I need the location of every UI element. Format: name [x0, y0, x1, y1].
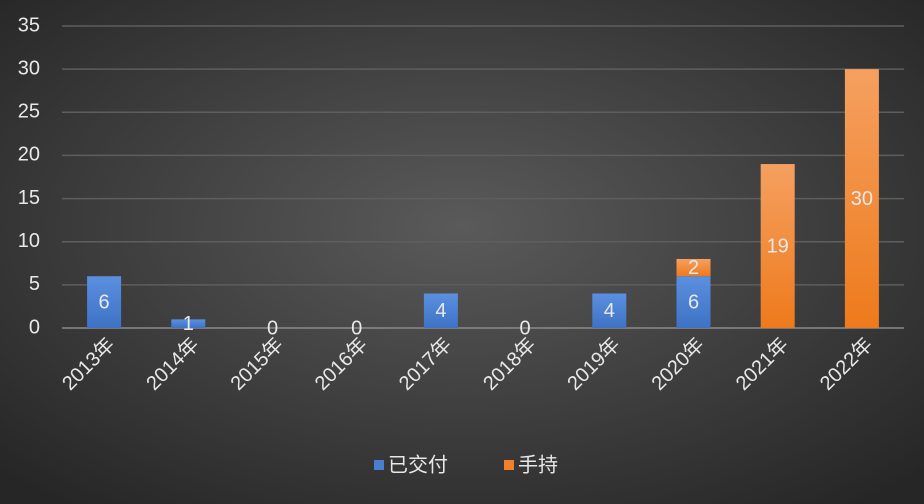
legend-label: 已交付: [388, 453, 448, 476]
y-tick-label: 15: [18, 187, 40, 209]
data-label: 1: [183, 313, 194, 335]
bar: [676, 276, 711, 328]
data-label: 19: [767, 235, 789, 257]
data-label: 6: [688, 291, 699, 313]
legend-swatch: [374, 460, 384, 470]
bar: [423, 293, 458, 328]
bar: [676, 258, 711, 277]
y-tick-label: 35: [18, 14, 40, 36]
y-tick-label: 0: [29, 316, 40, 338]
y-tick-label: 10: [18, 230, 40, 252]
bar: [592, 293, 627, 328]
data-label: 2: [688, 257, 699, 279]
bar: [87, 276, 122, 328]
data-label: 6: [99, 291, 110, 313]
bar: [844, 69, 879, 329]
bar: [171, 319, 206, 328]
legend-label: 手持: [518, 453, 558, 476]
y-tick-label: 5: [29, 273, 40, 295]
data-label: 30: [851, 188, 873, 210]
data-label: 0: [520, 317, 531, 339]
y-tick-label: 25: [18, 101, 40, 123]
bar: [760, 164, 795, 328]
data-label: 4: [435, 300, 446, 322]
data-label: 0: [351, 317, 362, 339]
legend-swatch: [504, 460, 514, 470]
data-label: 0: [267, 317, 278, 339]
y-tick-label: 20: [18, 144, 40, 166]
y-tick-label: 30: [18, 57, 40, 79]
data-label: 4: [604, 300, 615, 322]
